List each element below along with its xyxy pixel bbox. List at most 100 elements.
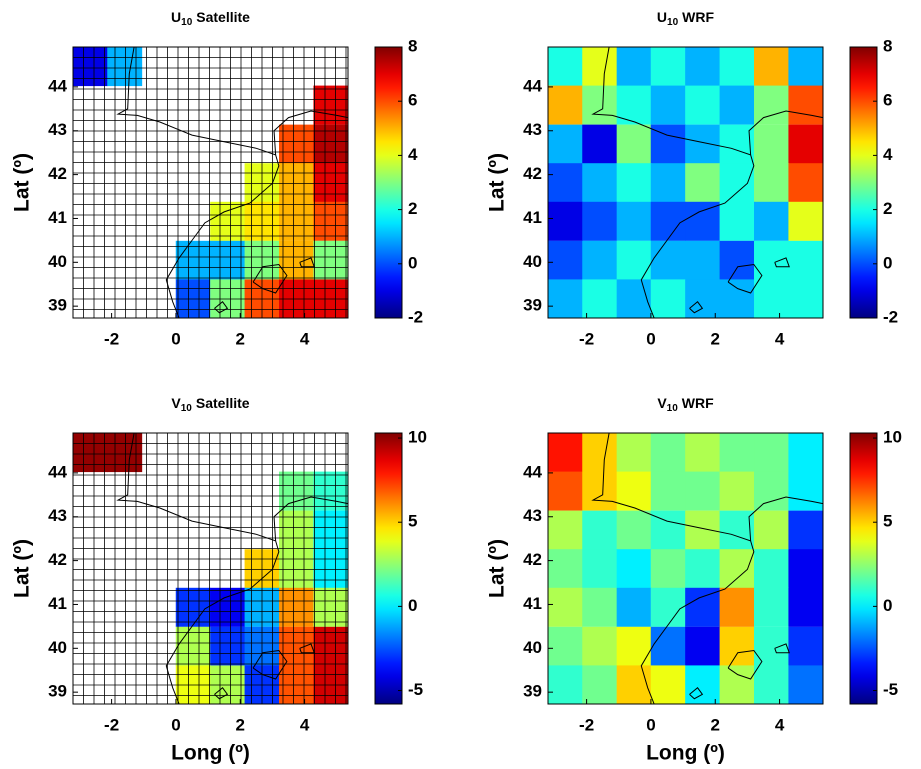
panel-title: V10 Satellite — [171, 395, 249, 414]
heat-cell — [582, 163, 618, 203]
heat-cell — [548, 549, 583, 589]
heat-cell — [754, 433, 789, 473]
heat-cell — [616, 240, 652, 280]
heat-cell — [548, 240, 583, 280]
heat-cell — [719, 433, 755, 473]
x-tick-label: 2 — [236, 329, 245, 348]
y-axis-label: Lat (º) — [486, 539, 509, 598]
heat-cell — [685, 549, 721, 589]
heat-cell — [719, 665, 755, 704]
heat-cell — [650, 163, 686, 203]
heat-cell — [754, 85, 789, 125]
heat-cell — [582, 85, 618, 125]
x-tick-label: -2 — [104, 329, 119, 348]
heat-cell — [788, 279, 823, 318]
coastline — [252, 649, 288, 680]
heat-cell — [582, 240, 618, 280]
plot-frame — [72, 432, 349, 705]
panel: -2 0 2 4 39 40 41 42 43 44 U10 Satellite Lat (º) -2 0 2… — [11, 9, 424, 349]
coastline — [214, 687, 229, 700]
colorbar-tick-label: 8 — [883, 36, 892, 55]
colorbar — [849, 46, 878, 319]
heat-cell — [616, 549, 652, 589]
coastline — [727, 263, 763, 294]
heat-cell — [175, 587, 211, 627]
y-tick-label: 40 — [48, 252, 67, 271]
y-tick-label: 40 — [48, 638, 67, 657]
colorbar — [374, 46, 403, 319]
heat-cell — [279, 510, 314, 550]
heat-cell — [650, 47, 686, 87]
panel-title: U10 Satellite — [171, 9, 250, 28]
heat-cell — [582, 510, 618, 550]
heat-cell — [582, 665, 618, 704]
heat-cell — [788, 549, 823, 589]
colorbar-tick-label: 6 — [883, 91, 892, 110]
heat-cell — [582, 47, 618, 87]
heat-cell — [582, 549, 618, 589]
colorbar-tick-label: 2 — [408, 199, 417, 218]
plot-frame — [72, 46, 349, 319]
coastline — [591, 47, 755, 318]
y-tick-label: 39 — [48, 682, 67, 701]
heat-cell — [616, 47, 652, 87]
title-main: V — [171, 395, 181, 411]
colorbar-tick-label: 0 — [883, 253, 892, 272]
heat-cell — [279, 124, 314, 164]
heat-cell — [548, 665, 583, 704]
y-tick-label: 41 — [523, 594, 542, 613]
y-tick-label: 44 — [48, 462, 67, 481]
coastline — [273, 110, 348, 155]
heat-cell — [754, 240, 789, 280]
colorbar-tick-label: 4 — [408, 145, 418, 164]
heat-cell — [754, 163, 789, 203]
heat-cell — [754, 471, 789, 511]
heat-cell — [548, 163, 583, 203]
coastline — [727, 649, 763, 680]
coastline — [748, 496, 823, 541]
heat-cell — [107, 433, 143, 473]
heat-cell — [616, 471, 652, 511]
title-main: U — [657, 9, 667, 25]
heat-cell — [650, 471, 686, 511]
colorbar-tick-label: 0 — [408, 253, 417, 272]
y-tick-label: 40 — [523, 638, 542, 657]
coastline — [299, 643, 315, 654]
panel-title: U10 WRF — [657, 9, 715, 28]
plot-area — [73, 47, 348, 318]
plot-area — [548, 47, 823, 318]
heat-cell — [754, 47, 789, 87]
heat-cell — [719, 240, 755, 280]
plot-frame — [547, 432, 824, 705]
heat-cell — [788, 124, 823, 164]
x-tick-label: 4 — [300, 715, 310, 734]
heat-cell — [719, 549, 755, 589]
heat-cell — [788, 471, 823, 511]
heat-cell — [685, 240, 721, 280]
heat-cell — [616, 163, 652, 203]
heat-cell — [719, 201, 755, 241]
colorbar-tick-label: 4 — [883, 145, 893, 164]
heat-cell — [650, 549, 686, 589]
heat-cell — [279, 549, 314, 589]
y-tick-label: 41 — [48, 594, 67, 613]
heat-cell — [650, 85, 686, 125]
colorbar-tick-label: 6 — [408, 91, 417, 110]
heat-cell — [313, 587, 348, 627]
colorbar-tick-label: 2 — [883, 199, 892, 218]
y-tick-label: 43 — [523, 506, 542, 525]
heat-cell — [313, 626, 348, 666]
heat-cell — [685, 433, 721, 473]
heat-cell — [685, 665, 721, 704]
heat-cell — [719, 163, 755, 203]
heat-cell — [582, 279, 618, 318]
y-tick-label: 43 — [48, 506, 67, 525]
colorbar — [374, 432, 403, 705]
heat-cell — [685, 279, 721, 318]
heat-cell — [279, 471, 314, 511]
colorbar-tick-label: 0 — [408, 596, 417, 615]
x-axis-label: Long (º) — [171, 742, 250, 765]
panel: -2 0 2 4 39 40 41 42 43 44 U10 WRF Lat (º) -2 0 2 4 6 8 — [486, 9, 899, 349]
y-tick-label: 39 — [523, 682, 542, 701]
